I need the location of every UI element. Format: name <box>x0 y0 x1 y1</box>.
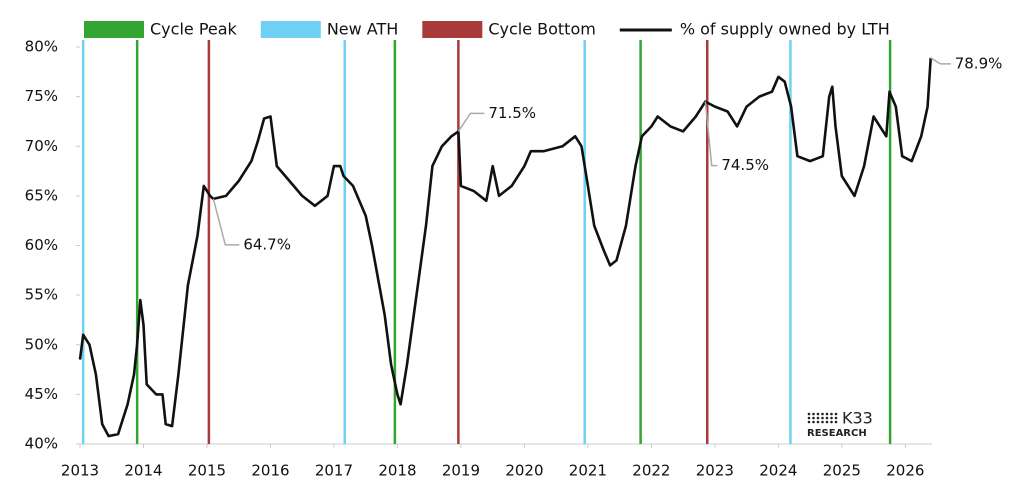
x-tick-label: 2016 <box>251 462 289 480</box>
watermark-dot <box>821 416 824 420</box>
y-tick-label: 70% <box>25 137 58 155</box>
watermark-dot <box>825 416 829 420</box>
watermark-dot <box>830 412 833 416</box>
watermark-dot <box>816 420 820 424</box>
y-tick-label: 50% <box>25 335 58 353</box>
x-tick-label: 2017 <box>315 462 353 480</box>
legend-label: Cycle Peak <box>150 20 238 39</box>
x-tick-label: 2022 <box>632 462 670 480</box>
x-tick-label: 2025 <box>823 462 861 480</box>
watermark-dot <box>825 412 829 416</box>
y-tick-label: 75% <box>25 87 58 105</box>
watermark-dot <box>830 420 833 424</box>
y-tick-label: 65% <box>25 186 58 204</box>
annotation-leader <box>704 101 718 167</box>
y-tick-label: 45% <box>25 385 58 403</box>
annotation-label: 74.5% <box>721 156 769 174</box>
x-tick-label: 2013 <box>61 462 99 480</box>
watermark-dot <box>834 416 838 420</box>
watermark-dot <box>807 416 811 420</box>
annotation-leader <box>212 198 240 246</box>
watermark-dot <box>807 420 811 424</box>
watermark-dot <box>821 420 824 424</box>
x-tick-label: 2021 <box>569 462 607 480</box>
x-tick-label: 2015 <box>188 462 226 480</box>
x-tick-label: 2024 <box>759 462 797 480</box>
watermark-dot <box>821 412 824 416</box>
legend-label: New ATH <box>327 20 399 39</box>
watermark-dot <box>834 412 838 416</box>
legend-swatch <box>422 21 483 38</box>
watermark-dot <box>812 420 815 424</box>
legend-swatch <box>84 21 144 38</box>
legend-label: Cycle Bottom <box>488 20 596 39</box>
annotation-label: 78.9% <box>955 54 1003 72</box>
watermark-dot <box>816 416 820 420</box>
y-tick-label: 40% <box>25 435 58 453</box>
annotation-leader <box>930 57 951 65</box>
x-tick-label: 2014 <box>124 462 162 480</box>
watermark-subtitle: RESEARCH <box>807 428 867 439</box>
annotation-leader <box>457 112 485 132</box>
watermark-dot <box>812 416 815 420</box>
watermark-dot <box>830 416 833 420</box>
series-line <box>78 57 932 438</box>
y-tick-label: 55% <box>25 286 58 304</box>
x-tick-label: 2026 <box>886 462 924 480</box>
legend-swatch <box>260 21 321 38</box>
watermark-dot <box>812 412 815 416</box>
watermark-dot <box>834 420 838 424</box>
x-tick-label: 2018 <box>378 462 416 480</box>
annotation-label: 71.5% <box>488 104 536 122</box>
y-tick-label: 80% <box>25 38 58 56</box>
watermark-dot <box>816 412 820 416</box>
x-tick-label: 2019 <box>442 462 480 480</box>
legend-label: % of supply owned by LTH <box>680 20 890 39</box>
x-tick-label: 2020 <box>505 462 543 480</box>
watermark-dot <box>807 412 811 416</box>
annotation-label: 64.7% <box>243 235 291 253</box>
legend: Cycle Peak New ATH Cycle Bottom % of supply… <box>84 20 890 39</box>
y-tick-label: 60% <box>25 236 58 254</box>
x-tick-label: 2023 <box>696 462 734 480</box>
watermark-brand: K33 <box>842 409 873 428</box>
watermark-dot <box>825 420 829 424</box>
